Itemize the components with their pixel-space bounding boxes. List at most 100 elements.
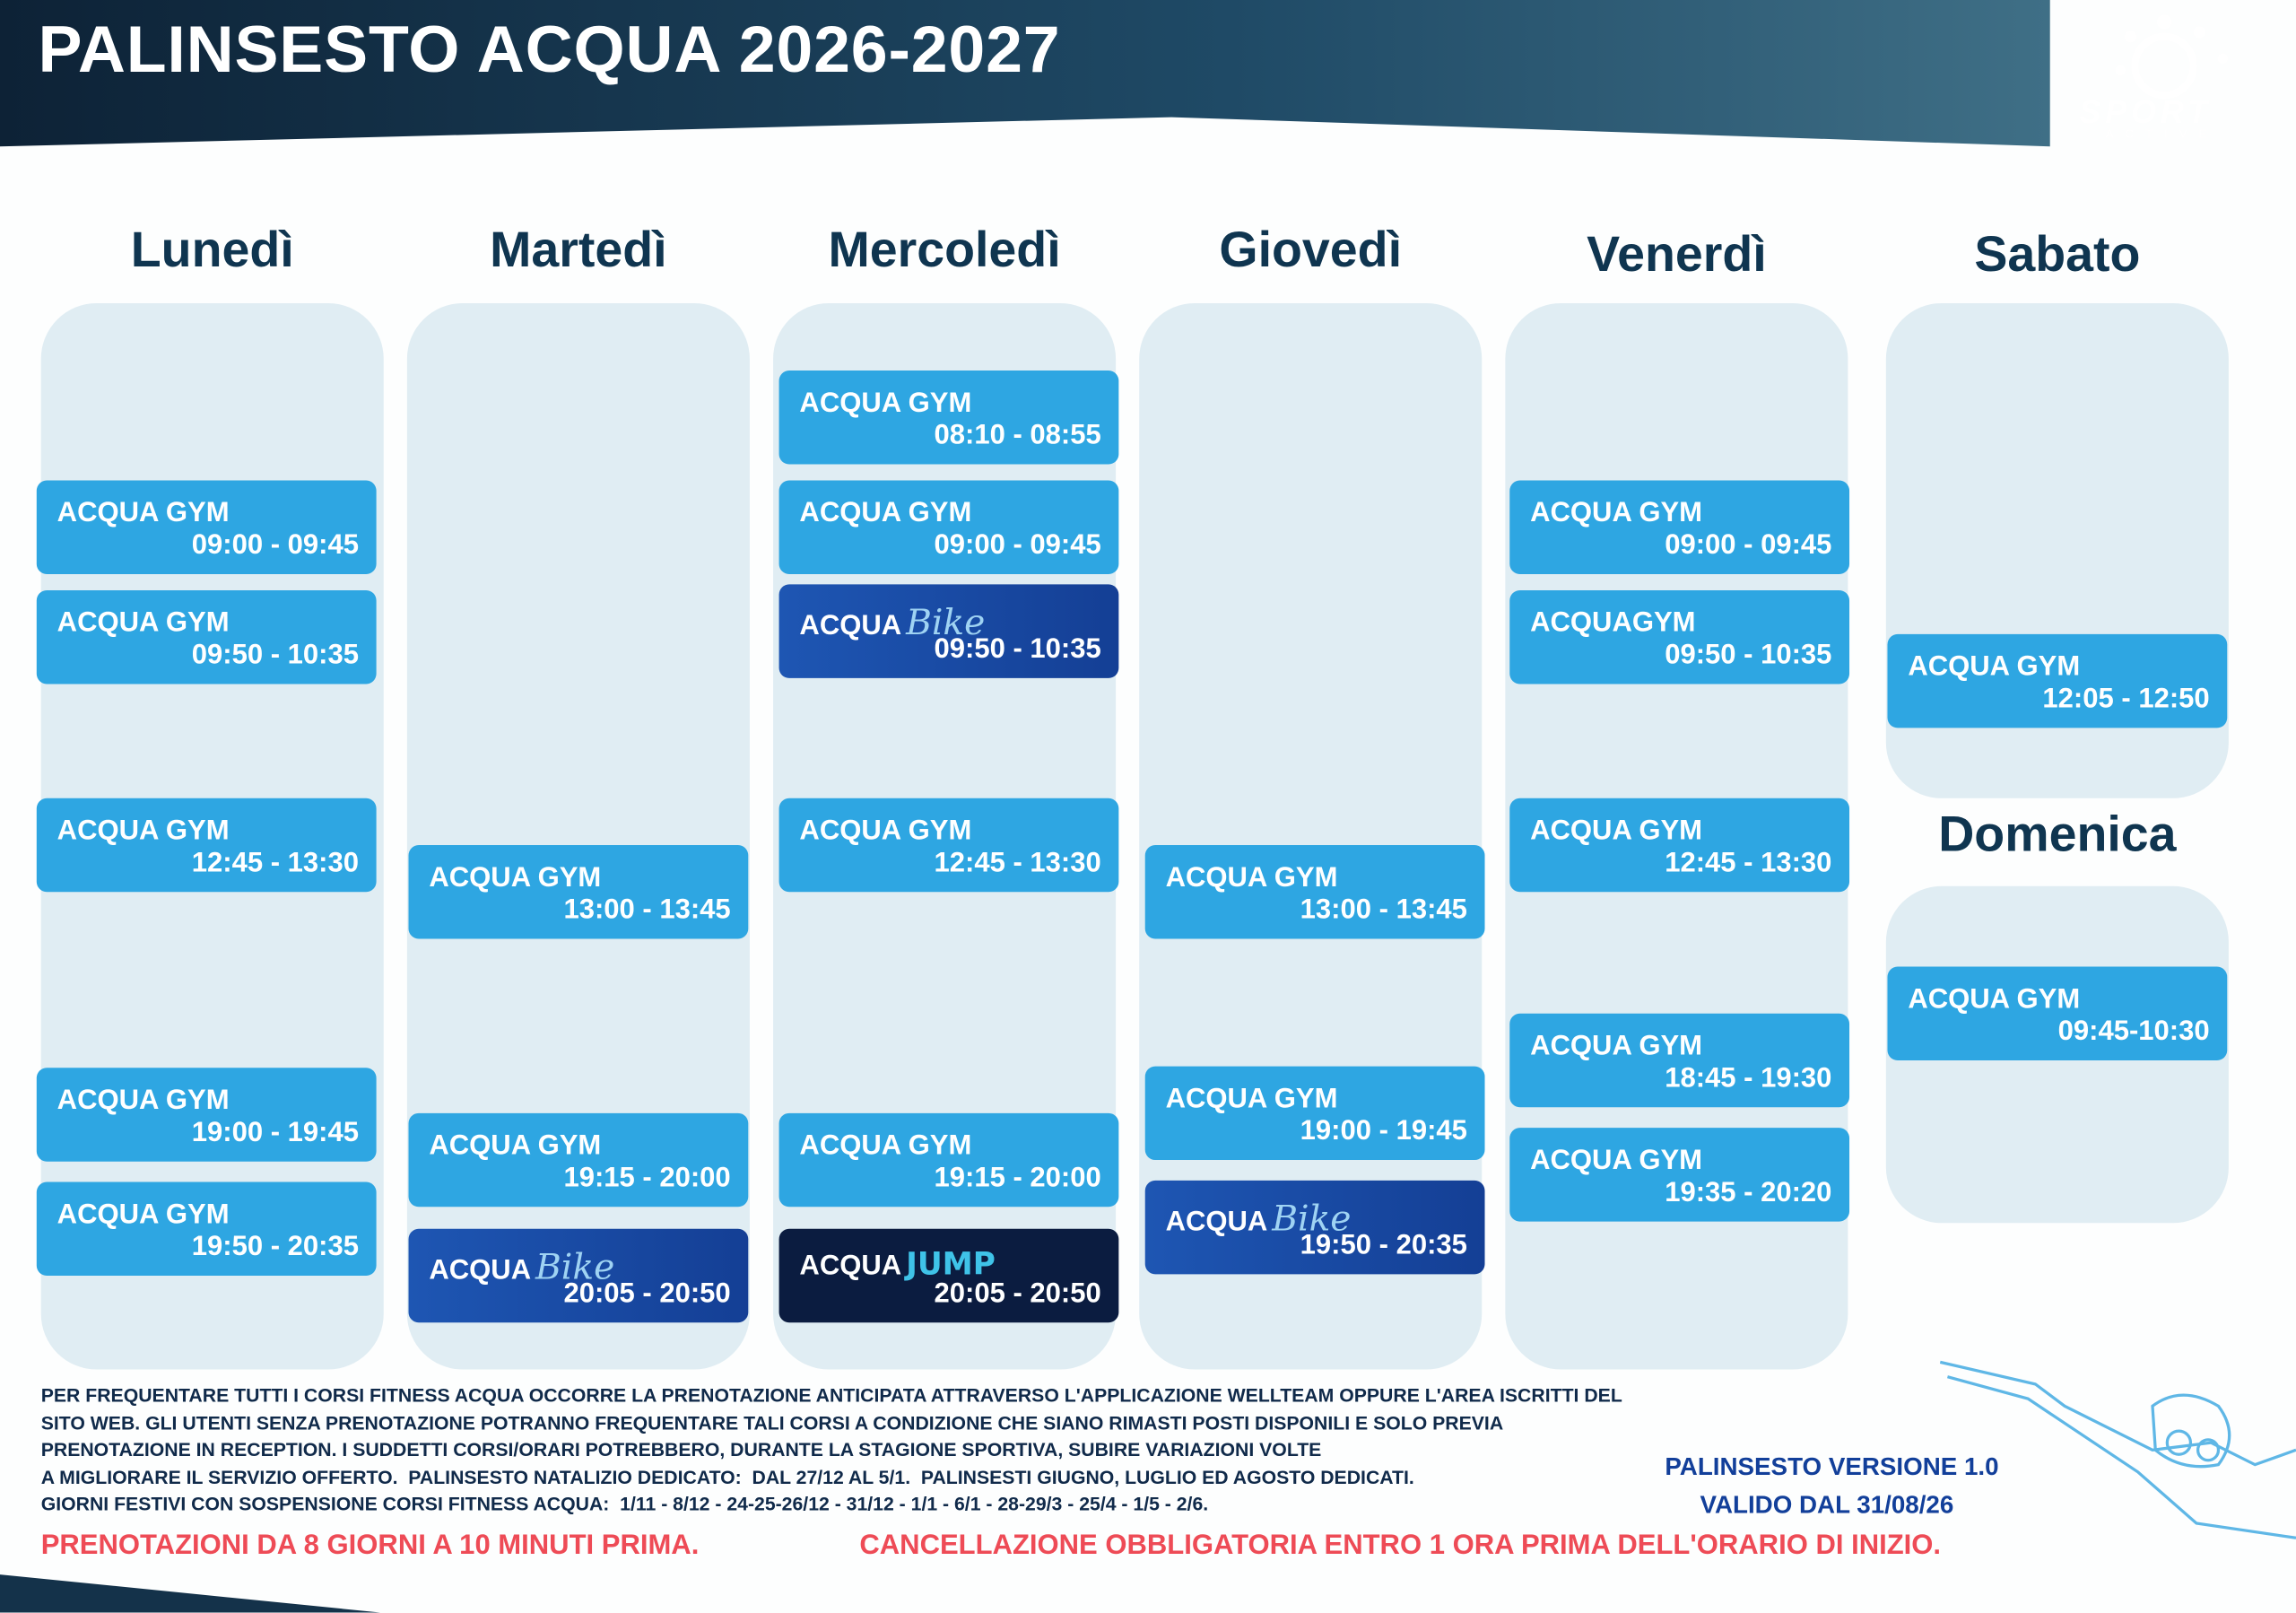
day-name: Lunedì (130, 222, 294, 279)
day-name: Domenica (1938, 806, 2177, 863)
class-name: ACQUA GYM (799, 815, 971, 848)
class-label: ACQUA GYM (57, 498, 230, 529)
class-card: ACQUA GYM 12:05 - 12:50 (1887, 633, 2228, 728)
class-name: ACQUA GYM (57, 815, 230, 848)
class-time: 08:10 - 08:55 (934, 420, 1101, 451)
class-label: ACQUA (799, 610, 902, 642)
class-label: ACQUA GYM (1165, 862, 1338, 894)
class-name: ACQUA GYM (1908, 984, 2080, 1016)
class-time: 12:45 - 13:30 (1665, 848, 1832, 879)
class-label: ACQUA GYM (57, 815, 230, 847)
class-card: ACQUA GYM 19:00 - 19:45 (1144, 1066, 1485, 1161)
class-time: 19:00 - 19:45 (191, 1117, 359, 1148)
class-name: ACQUA GYM (429, 863, 601, 895)
class-name: ACQUA GYM (1530, 1031, 1702, 1063)
class-label: ACQUA GYM (799, 388, 972, 419)
class-card: ACQUA Bike 09:50 - 10:35 (778, 584, 1119, 678)
logo-text: SPORT (2079, 93, 2212, 131)
class-name: ACQUA GYM (1908, 652, 2080, 684)
class-time: 13:00 - 13:45 (1300, 894, 1467, 926)
class-time: 20:05 - 20:50 (934, 1278, 1101, 1310)
booking-rule: PRENOTAZIONI DA 8 GIORNI A 10 MINUTI PRI… (40, 1530, 700, 1562)
class-label: ACQUA GYM (57, 1085, 230, 1117)
day-name: Martedì (490, 222, 667, 279)
class-card: ACQUA GYM 18:45 - 19:30 (1509, 1013, 1850, 1108)
class-time: 12:45 - 13:30 (191, 848, 359, 879)
class-name: ACQUA Bike (1166, 1199, 1352, 1240)
logo-subtext: ACTIVE (2105, 127, 2219, 141)
class-card: ACQUA GYM 12:45 - 13:30 (778, 798, 1119, 893)
class-label: ACQUA (429, 1255, 532, 1286)
class-label: ACQUA GYM (429, 1130, 602, 1162)
class-card: ACQUA GYM 19:35 - 20:20 (1509, 1128, 1850, 1222)
class-time: 09:00 - 09:45 (1665, 530, 1832, 562)
class-name: ACQUA GYM (57, 608, 230, 641)
class-time: 19:50 - 20:35 (191, 1232, 359, 1263)
class-name: ACQUA GYM (799, 388, 971, 421)
title: PALINSESTO ACQUA 2026-2027 (38, 12, 1061, 87)
class-card: ACQUA Bike 20:05 - 20:50 (408, 1228, 749, 1323)
class-name: ACQUA GYM (429, 1130, 601, 1163)
class-time: 09:50 - 10:35 (191, 640, 359, 671)
class-name: ACQUA GYM (799, 498, 971, 530)
class-label: ACQUA GYM (1530, 1031, 1703, 1062)
class-brand: Bike (1272, 1198, 1352, 1240)
class-name: ACQUA Bike (429, 1246, 614, 1287)
class-label: ACQUA GYM (1530, 1145, 1703, 1177)
swimmer-drawing (1939, 1360, 2296, 1539)
class-card: ACQUA GYM 19:00 - 19:45 (36, 1068, 377, 1162)
class-label: ACQUA GYM (799, 1130, 972, 1162)
header-banner (0, 0, 2050, 147)
class-time: 13:00 - 13:45 (563, 894, 731, 926)
class-name: ACQUA GYM (799, 1130, 971, 1163)
class-brand: JUMP (906, 1246, 996, 1282)
class-card: ACQUA GYM 12:45 - 13:30 (36, 798, 377, 893)
class-name: ACQUA GYM (57, 498, 230, 530)
class-time: 09:45-10:30 (2057, 1016, 2210, 1048)
class-time: 09:00 - 09:45 (191, 530, 359, 562)
class-card: ACQUA Bike 19:50 - 20:35 (1144, 1180, 1485, 1275)
class-time: 18:45 - 19:30 (1665, 1063, 1832, 1094)
class-card: ACQUAGYM 09:50 - 10:35 (1509, 589, 1850, 684)
class-time: 19:35 - 20:20 (1665, 1177, 1832, 1208)
class-label: ACQUAGYM (1530, 607, 1696, 639)
day-name: Mercoledì (828, 222, 1061, 279)
note-line: PER FREQUENTARE TUTTI I CORSI FITNESS AC… (40, 1383, 1622, 1407)
class-name: ACQUA GYM (1530, 1146, 1702, 1178)
class-name: ACQUA JUMP (799, 1246, 995, 1283)
class-time: 20:05 - 20:50 (563, 1278, 731, 1310)
version-info: VALIDO DAL 31/08/26 (1700, 1491, 1954, 1520)
class-label: ACQUA (1165, 1207, 1268, 1238)
class-card: ACQUA JUMP 20:05 - 20:50 (778, 1228, 1119, 1323)
class-card: ACQUA GYM 08:10 - 08:55 (778, 371, 1119, 465)
logo-mark (2115, 14, 2229, 100)
class-time: 12:05 - 12:50 (2042, 684, 2210, 715)
booking-rule: CANCELLAZIONE OBBLIGATORIA ENTRO 1 ORA P… (859, 1530, 1942, 1562)
class-name: ACQUA GYM (57, 1086, 230, 1118)
class-card: ACQUA GYM 13:00 - 13:45 (408, 845, 749, 939)
version-info: PALINSESTO VERSIONE 1.0 (1665, 1452, 1999, 1481)
class-card: ACQUA GYM 19:15 - 20:00 (778, 1112, 1119, 1208)
class-time: 09:00 - 09:45 (934, 530, 1101, 562)
note-line: GIORNI FESTIVI CON SOSPENSIONE CORSI FIT… (40, 1492, 1209, 1515)
class-time: 09:50 - 10:35 (1665, 640, 1832, 671)
class-name: ACQUA GYM (1530, 815, 1702, 848)
class-name: ACQUA GYM (57, 1199, 230, 1232)
note-line: SITO WEB. GLI UTENTI SENZA PRENOTAZIONE … (40, 1411, 1504, 1434)
note-line: A MIGLIORARE IL SERVIZIO OFFERTO. PALINS… (40, 1465, 1414, 1487)
class-card: ACQUA GYM 09:45-10:30 (1887, 966, 2228, 1061)
class-label: ACQUA GYM (1165, 1084, 1338, 1115)
day-column (406, 302, 750, 1370)
class-card: ACQUA GYM 09:50 - 10:35 (36, 589, 377, 684)
class-time: 09:50 - 10:35 (934, 633, 1101, 666)
class-name: ACQUA Bike (799, 602, 985, 643)
class-label: ACQUA GYM (799, 815, 972, 847)
class-label: ACQUA GYM (799, 498, 972, 529)
class-card: ACQUA GYM 09:00 - 09:45 (36, 480, 377, 574)
day-name: Venerdì (1587, 227, 1767, 283)
day-name: Giovedì (1219, 222, 1403, 279)
day-name: Sabato (1974, 227, 2141, 283)
